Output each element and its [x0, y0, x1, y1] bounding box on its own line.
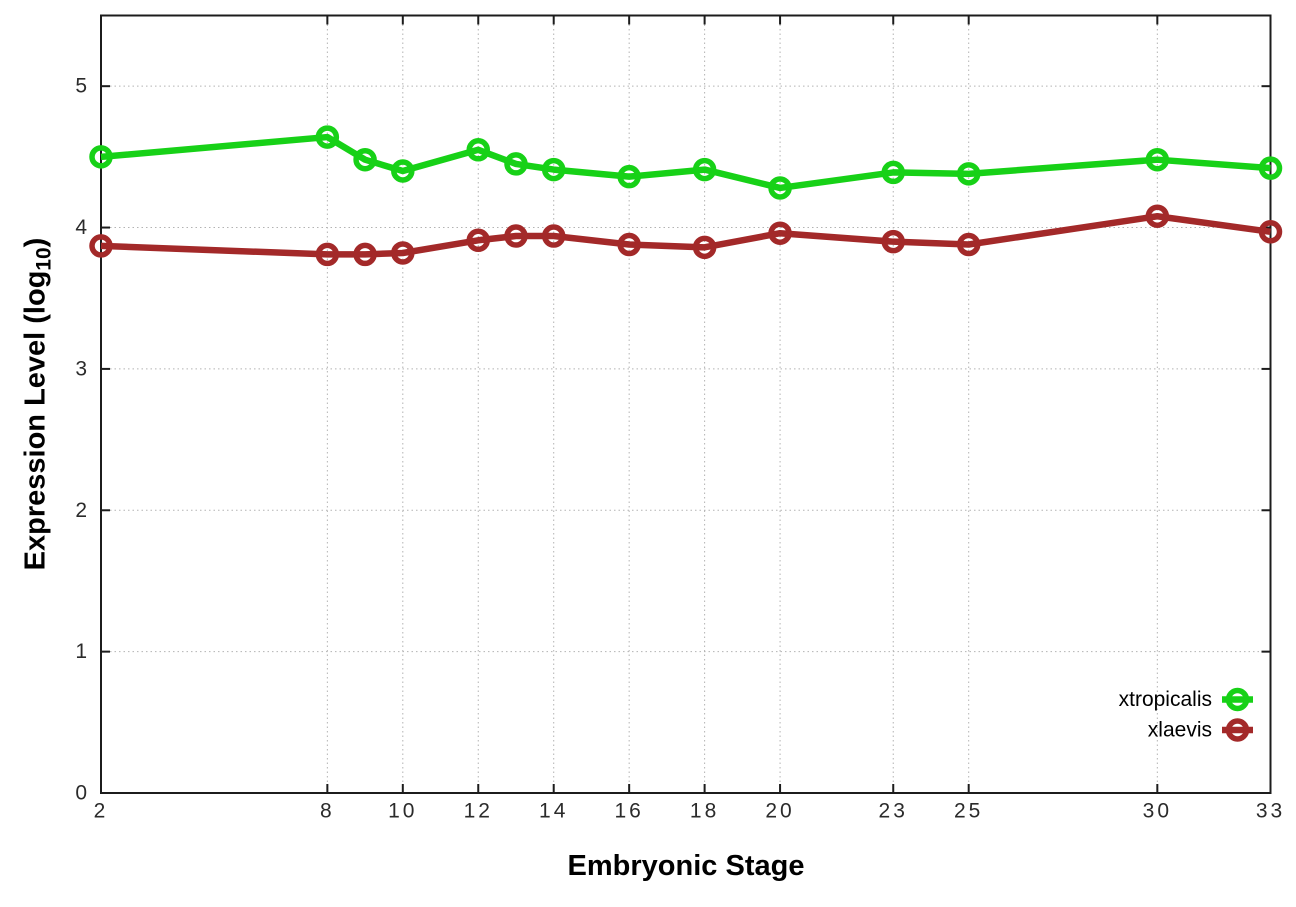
data-point-xlaevis	[504, 224, 528, 248]
data-point-xtropicalis	[89, 145, 113, 169]
x-tick-label: 12	[464, 800, 493, 823]
data-point-xtropicalis	[692, 157, 717, 182]
y-axis-title-close: )	[19, 237, 52, 248]
data-point-xlaevis	[692, 235, 717, 260]
x-tick-label: 20	[765, 800, 794, 823]
legend-marker-xtropicalis	[1225, 687, 1250, 712]
legend-label-xtropicalis: xtropicalis	[1119, 688, 1212, 711]
data-point-xlaevis	[466, 228, 491, 253]
data-point-xlaevis	[768, 221, 792, 245]
x-axis-title: Embryonic Stage	[567, 850, 805, 882]
y-tick-label: 4	[75, 216, 90, 239]
data-point-xtropicalis	[315, 125, 340, 149]
x-tick-label: 23	[879, 800, 908, 823]
data-point-xlaevis	[353, 242, 377, 267]
data-point-xtropicalis	[466, 138, 491, 162]
data-point-xtropicalis	[617, 164, 641, 189]
data-point-xtropicalis	[881, 160, 905, 185]
legend-marker-xlaevis	[1225, 718, 1250, 742]
data-point-xlaevis	[315, 242, 340, 267]
x-tick-label: 30	[1143, 800, 1172, 823]
y-axis-title: Expression Level (log10)	[19, 237, 56, 571]
data-point-xlaevis	[881, 229, 905, 254]
x-tick-label: 25	[954, 800, 983, 823]
data-point-xtropicalis	[504, 152, 528, 176]
data-point-xtropicalis	[1258, 156, 1283, 180]
plot-border	[100, 14, 1272, 794]
x-tick-label: 16	[614, 800, 643, 823]
x-tick-label: 2	[94, 800, 109, 823]
data-point-xlaevis	[89, 234, 113, 258]
data-point-xtropicalis	[1145, 147, 1170, 172]
y-tick-label: 3	[75, 357, 90, 380]
x-tick-label: 10	[388, 800, 417, 823]
x-tick-label: 8	[320, 800, 335, 823]
legend-label-xlaevis: xlaevis	[1148, 719, 1212, 742]
y-tick-label: 1	[75, 640, 90, 663]
data-point-xlaevis	[956, 232, 981, 257]
y-axis-title-subscript: 10	[32, 247, 56, 271]
data-point-xtropicalis	[391, 159, 415, 183]
x-tick-label: 18	[690, 800, 719, 823]
x-tick-label: 33	[1256, 800, 1285, 823]
data-point-xlaevis	[541, 224, 566, 248]
y-tick-label: 5	[75, 75, 90, 98]
y-tick-label: 0	[75, 782, 90, 805]
data-point-xlaevis	[391, 241, 415, 265]
series-line-xtropicalis	[100, 133, 1271, 192]
y-axis-title-text: Expression Level (log	[19, 270, 52, 571]
series-line-xlaevis	[100, 212, 1271, 258]
data-point-xtropicalis	[353, 147, 377, 172]
data-point-xtropicalis	[956, 162, 981, 186]
data-point-xtropicalis	[768, 176, 792, 200]
data-point-xlaevis	[1145, 204, 1170, 228]
y-tick-label: 2	[75, 499, 90, 522]
data-point-xtropicalis	[541, 157, 566, 182]
x-tick-label: 14	[539, 800, 568, 823]
data-point-xlaevis	[617, 232, 641, 257]
data-point-xlaevis	[1258, 220, 1283, 244]
